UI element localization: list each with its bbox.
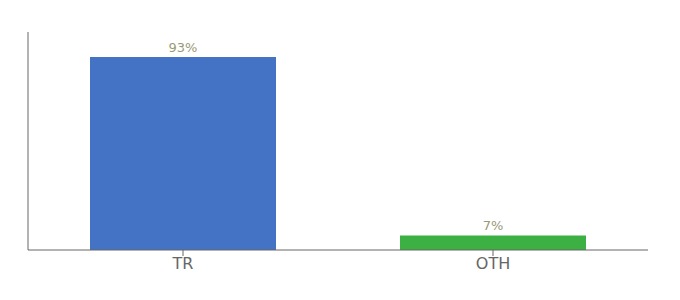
svg-text:93%: 93% — [169, 40, 198, 55]
svg-text:7%: 7% — [483, 218, 504, 233]
svg-text:OTH: OTH — [476, 254, 510, 273]
svg-text:TR: TR — [172, 254, 194, 273]
